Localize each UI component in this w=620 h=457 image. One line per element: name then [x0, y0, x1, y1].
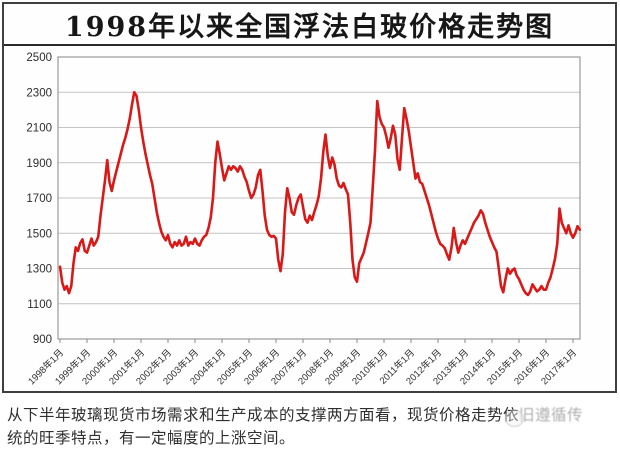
y-axis-tick-label: 1100: [27, 299, 52, 311]
y-axis-tick-label: 1300: [26, 264, 52, 276]
chart-title: 1998年以来全国浮法白玻价格走势图: [64, 11, 555, 43]
y-axis-tick-label: 900: [33, 334, 52, 346]
title-band: 1998年以来全国浮法白玻价格走势图: [4, 4, 615, 46]
y-axis-tick-label: 2500: [26, 52, 52, 64]
watermark-stamp-icon: [505, 410, 525, 427]
y-axis-tick-label: 2100: [26, 123, 52, 135]
y-axis-tick-label: 1700: [26, 193, 52, 205]
y-axis-tick-label: 1500: [26, 228, 52, 240]
footer-text-line2: 统的旺季特点，有一定幅度的上涨空间。: [7, 430, 296, 447]
plot-border: [57, 56, 581, 340]
price-line-series: [58, 90, 582, 297]
price-line-chart: 900110013001500170019002100230025001998年…: [26, 52, 582, 387]
footer-paragraph: 从下半年玻璃现货市场需求和生产成本的支撑两方面看，现货价格走势依 旧遵循传 统的旺…: [7, 404, 613, 450]
chart-figure: 1998年以来全国浮法白玻价格走势图 900 1100 1300 1500 1700 19…: [2, 2, 617, 393]
y-axis-tick-label: 1900: [26, 158, 52, 170]
footer-text-obscured: 旧遵循传: [505, 407, 583, 427]
y-axis-tick-label: 2300: [26, 87, 52, 99]
footer-text-line1: 从下半年玻璃现货市场需求和生产成本的支撑两方面看，现货价格走势依: [7, 407, 520, 424]
